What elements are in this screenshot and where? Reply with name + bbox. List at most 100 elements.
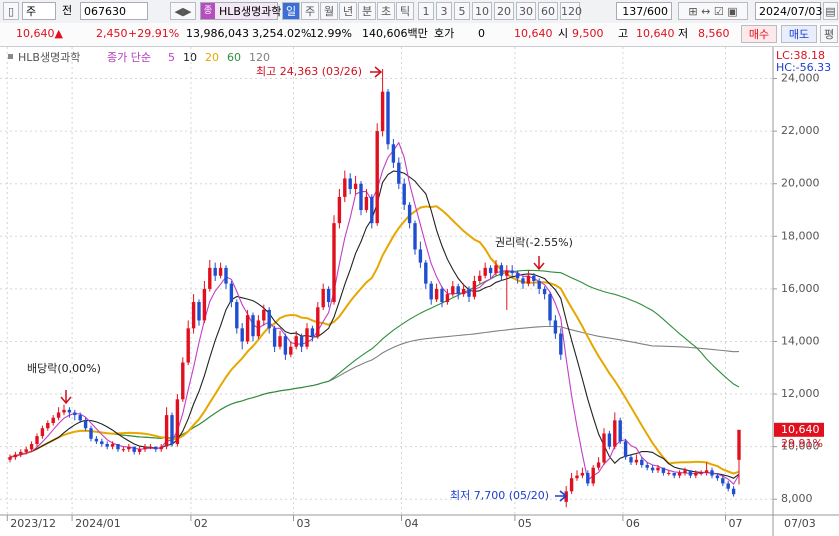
y-tick-label: 12,000: [781, 387, 820, 400]
candle-body: [164, 415, 169, 447]
candle-body: [623, 441, 628, 458]
candle-body: [731, 488, 736, 495]
y-tick-label: 10,000: [781, 440, 820, 453]
candle-body: [197, 302, 201, 321]
candle-body: [375, 131, 379, 224]
candle-body: [224, 267, 228, 284]
high: 10,640: [636, 27, 675, 40]
candle-body: [569, 478, 574, 492]
icon[interactable]: ▤: [823, 2, 838, 20]
icon[interactable]: ▯: [3, 2, 19, 20]
high-label: 고: [618, 27, 629, 40]
candle-body: [100, 441, 104, 445]
candle-body: [650, 467, 655, 471]
candle-body: [710, 470, 714, 476]
candle-body: [116, 444, 120, 450]
candle-body: [715, 475, 720, 479]
turnover: 12.99%: [310, 27, 352, 40]
candle-body: [596, 462, 601, 468]
y-tick-label: 22,000: [781, 124, 820, 137]
candle-body: [694, 472, 698, 476]
candle-body: [19, 451, 23, 455]
interval-button[interactable]: 120: [560, 2, 582, 20]
legend-icon: [8, 54, 13, 59]
candle-body: [613, 420, 617, 447]
candle-body: [580, 472, 585, 476]
volume-pct: 3,254.02%: [252, 27, 312, 40]
candle-body: [726, 483, 730, 489]
interval-button[interactable]: 3: [436, 2, 452, 20]
candle-body: [386, 91, 390, 145]
candle-body: [127, 446, 131, 450]
x-tick-label: 2023/12: [10, 517, 56, 530]
candle-body: [683, 470, 687, 473]
event-note: 권리락(-2.55%): [495, 236, 573, 249]
candle-body: [391, 144, 396, 163]
candle-body: [510, 270, 514, 274]
interval-button[interactable]: 30: [516, 2, 536, 20]
candle-body: [159, 446, 163, 450]
candle-body: [704, 470, 709, 473]
candle-body: [137, 449, 142, 452]
arrow: [533, 256, 545, 271]
price-value: 10,640: [16, 27, 55, 40]
legend-entry: 5: [168, 51, 175, 64]
compare[interactable]: 전: [62, 4, 73, 17]
candle-body: [640, 459, 644, 466]
interval-button[interactable]: 20: [494, 2, 514, 20]
candle-body: [8, 457, 12, 460]
candle-body: [289, 346, 293, 355]
icon[interactable]: ◀▶: [170, 2, 196, 20]
candle-body: [380, 91, 385, 132]
ma-line: [9, 141, 740, 485]
candle-body: [294, 336, 298, 347]
candle-body: [586, 472, 590, 484]
candle-body: [602, 433, 606, 463]
interval-button[interactable]: 일: [282, 2, 300, 20]
sell-button[interactable]: 매도: [781, 25, 817, 43]
y-tick-label: 14,000: [781, 334, 820, 347]
candle-body: [526, 275, 531, 284]
candle-body: [143, 446, 147, 450]
candle-body: [461, 288, 466, 295]
interval-button[interactable]: 년: [339, 2, 357, 20]
interval-button[interactable]: 1: [418, 2, 434, 20]
date[interactable]: 2024/07/03: [755, 2, 822, 20]
candle-body: [505, 270, 509, 276]
x-tick-label: 07: [729, 517, 743, 530]
buy-button[interactable]: 매수: [741, 25, 777, 43]
candle-body: [537, 281, 541, 289]
plot-bg: [0, 46, 839, 536]
candle-body: [364, 196, 369, 211]
candle-body: [240, 328, 244, 342]
interval-button[interactable]: 5: [454, 2, 470, 20]
interval-button[interactable]: 초: [377, 2, 395, 20]
period-select[interactable]: 주: [22, 2, 56, 20]
interval-button[interactable]: 월: [320, 2, 338, 20]
candle-body: [154, 446, 158, 450]
interval-button[interactable]: 60: [538, 2, 558, 20]
icons[interactable]: ⊞ ↔ ☑ ▣: [678, 2, 748, 20]
price: 10,640▲: [16, 27, 63, 40]
name-box[interactable]: HLB생명과학: [200, 2, 281, 20]
toolbar: ▯ 주 전 067630 ◀▶ HLB생명과학 종 일 주 월 년 분 초 틱 1 3 5 10 20…: [0, 0, 839, 24]
interval-button[interactable]: 분: [358, 2, 376, 20]
candle-body: [407, 204, 412, 224]
candle-body: [483, 267, 487, 276]
interval-button[interactable]: 10: [472, 2, 492, 20]
low: 8,560: [698, 27, 730, 40]
candle-body: [515, 273, 520, 279]
candle-body: [181, 362, 185, 400]
interval-button[interactable]: 주: [301, 2, 319, 20]
candle-body: [24, 449, 28, 452]
change: 2,450: [96, 27, 128, 40]
candle-body: [46, 422, 50, 429]
code-input[interactable]: 067630: [80, 2, 148, 20]
candle-body: [94, 438, 99, 442]
icon: 종: [201, 3, 215, 19]
moving-averages: [9, 141, 740, 485]
price-tag: [774, 422, 824, 437]
x-tick-label: 2024/01: [75, 517, 121, 530]
interval-button[interactable]: 틱: [396, 2, 414, 20]
avg-button[interactable]: 평: [820, 25, 838, 43]
